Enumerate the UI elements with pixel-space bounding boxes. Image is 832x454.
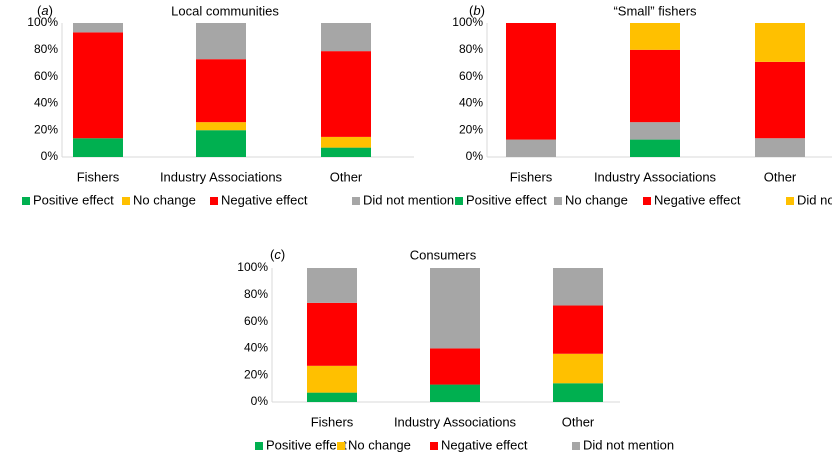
legend-label: Negative effect bbox=[221, 192, 308, 207]
x-category-label: Fishers bbox=[311, 414, 354, 429]
bar-segment bbox=[307, 365, 357, 393]
bar-segment bbox=[196, 130, 246, 157]
bar-segment bbox=[755, 138, 805, 157]
bar-segment bbox=[630, 139, 680, 157]
x-category-label: Other bbox=[330, 169, 363, 184]
legend-swatch bbox=[122, 197, 130, 205]
legend-swatch bbox=[455, 197, 463, 205]
bar-segment bbox=[506, 23, 556, 140]
legend-label: Negative effect bbox=[441, 437, 528, 452]
legend-label: No change bbox=[348, 437, 411, 452]
bar-segment bbox=[73, 138, 123, 157]
y-tick-label: 0% bbox=[466, 149, 484, 163]
x-category-label: Industry Associations bbox=[160, 169, 283, 184]
legend-label: Did not mention bbox=[583, 437, 674, 452]
bar-segment bbox=[321, 51, 371, 137]
legend-label: No change bbox=[133, 192, 196, 207]
y-tick-label: 20% bbox=[459, 122, 483, 136]
bar-segment bbox=[630, 122, 680, 140]
x-category-label: Fishers bbox=[510, 169, 553, 184]
bar-segment bbox=[506, 139, 556, 157]
chart-panel-a: (a) Local communities 0% 20% 40% 60% 80% 100% Fi… bbox=[22, 3, 454, 207]
legend-label: Positive effect bbox=[33, 192, 114, 207]
legend-swatch bbox=[255, 442, 263, 450]
y-tick-label: 40% bbox=[34, 96, 58, 110]
panel-label: (b) bbox=[469, 3, 485, 18]
chart-title: “Small” fishers bbox=[613, 3, 697, 18]
legend-swatch bbox=[337, 442, 345, 450]
legend-swatch bbox=[22, 197, 30, 205]
legend-label: Did not mention bbox=[363, 192, 454, 207]
panel-label: (a) bbox=[37, 3, 53, 18]
legend-swatch bbox=[352, 197, 360, 205]
y-tick-label: 40% bbox=[244, 341, 268, 355]
x-category-label: Other bbox=[562, 414, 595, 429]
bar-segment bbox=[73, 23, 123, 33]
bar-segment bbox=[755, 61, 805, 139]
x-category-label: Fishers bbox=[77, 169, 120, 184]
bar-segment bbox=[553, 305, 603, 354]
bar-segment bbox=[73, 32, 123, 139]
bar-segment bbox=[196, 59, 246, 123]
legend-swatch bbox=[554, 197, 562, 205]
y-tick-label: 100% bbox=[452, 15, 483, 29]
x-category-label: Industry Associations bbox=[394, 414, 517, 429]
bar-segment bbox=[630, 23, 680, 50]
chart-title: Consumers bbox=[410, 247, 477, 262]
y-tick-label: 100% bbox=[27, 15, 58, 29]
bar-segment bbox=[630, 49, 680, 123]
legend-label: No change bbox=[565, 192, 628, 207]
y-tick-label: 0% bbox=[41, 149, 59, 163]
bar-segment bbox=[307, 392, 357, 402]
y-tick-label: 80% bbox=[459, 42, 483, 56]
legend-label: Did not mention bbox=[797, 192, 832, 207]
x-category-label: Industry Associations bbox=[594, 169, 717, 184]
y-tick-label: 100% bbox=[237, 260, 268, 274]
bar-segment bbox=[430, 348, 480, 385]
y-tick-label: 60% bbox=[34, 69, 58, 83]
bar-segment bbox=[307, 302, 357, 366]
y-tick-label: 20% bbox=[34, 122, 58, 136]
y-tick-label: 80% bbox=[34, 42, 58, 56]
legend-label: Positive effect bbox=[466, 192, 547, 207]
bar-segment bbox=[430, 268, 480, 349]
chart-panel-c: (c) Consumers 0% 20% 40% 60% 80% 100% Fishers Ind… bbox=[237, 247, 674, 452]
bar-segment bbox=[553, 383, 603, 402]
bar-segment bbox=[196, 122, 246, 131]
bar-segment bbox=[553, 268, 603, 306]
bar-segment bbox=[430, 384, 480, 402]
y-tick-label: 60% bbox=[244, 314, 268, 328]
bar-segment bbox=[307, 268, 357, 303]
bar-segment bbox=[755, 23, 805, 62]
y-tick-label: 80% bbox=[244, 287, 268, 301]
y-tick-label: 60% bbox=[459, 69, 483, 83]
legend-swatch bbox=[643, 197, 651, 205]
panel-label: (c) bbox=[270, 247, 285, 262]
legend-swatch bbox=[430, 442, 438, 450]
y-tick-label: 40% bbox=[459, 96, 483, 110]
legend-label: Negative effect bbox=[654, 192, 741, 207]
bar-segment bbox=[553, 353, 603, 384]
x-category-label: Other bbox=[764, 169, 797, 184]
bar-segment bbox=[321, 147, 371, 157]
bar-segment bbox=[321, 136, 371, 148]
y-tick-label: 20% bbox=[244, 367, 268, 381]
y-tick-label: 0% bbox=[251, 394, 269, 408]
legend-swatch bbox=[210, 197, 218, 205]
chart-title: Local communities bbox=[171, 3, 279, 18]
chart-panel-b: (b) “Small” fishers 0% 20% 40% 60% 80% 100% Fish… bbox=[452, 3, 832, 207]
bar-segment bbox=[196, 23, 246, 60]
legend-label: Positive effect bbox=[266, 437, 347, 452]
bar-segment bbox=[321, 23, 371, 52]
legend-swatch bbox=[786, 197, 794, 205]
legend-swatch bbox=[572, 442, 580, 450]
